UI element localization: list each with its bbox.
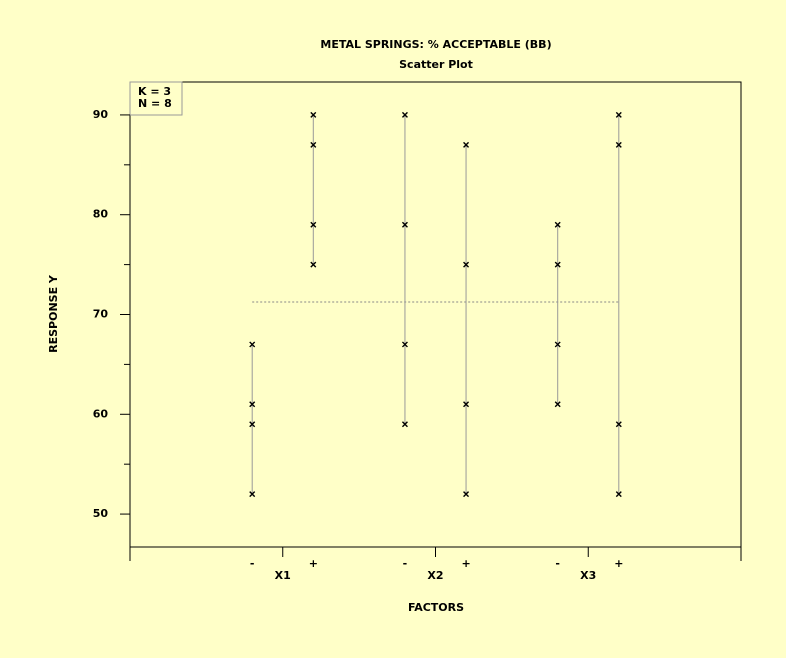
level-label: + [309, 557, 318, 570]
point [249, 401, 256, 408]
point [310, 111, 317, 118]
point [249, 341, 256, 348]
point [615, 141, 622, 148]
point [401, 111, 408, 118]
point [554, 221, 561, 228]
chart-subtitle: Scatter Plot [399, 58, 473, 71]
point [463, 141, 470, 148]
point [463, 401, 470, 408]
point [554, 341, 561, 348]
chart-title: METAL SPRINGS: % ACCEPTABLE (BB) [320, 38, 551, 51]
y-tick-label: 90 [93, 108, 109, 121]
x-tick-label: X3 [580, 569, 596, 582]
level-label: - [250, 557, 255, 570]
point [615, 491, 622, 498]
y-tick-label: 60 [93, 407, 109, 420]
point [401, 341, 408, 348]
point [401, 421, 408, 428]
point [554, 261, 561, 268]
point [615, 111, 622, 118]
y-axis-label: RESPONSE Y [47, 274, 60, 353]
point [310, 141, 317, 148]
point [310, 261, 317, 268]
point [463, 491, 470, 498]
x-tick-label: X2 [427, 569, 443, 582]
point [554, 401, 561, 408]
level-label: - [403, 557, 408, 570]
point [310, 221, 317, 228]
y-tick-label: 70 [93, 308, 109, 321]
annotation: K = 3 [138, 85, 171, 98]
level-label: + [461, 557, 470, 570]
point [249, 491, 256, 498]
point [401, 221, 408, 228]
point [249, 421, 256, 428]
level-label: + [614, 557, 623, 570]
y-tick-label: 80 [93, 208, 109, 221]
y-tick-label: 50 [93, 507, 109, 520]
x-axis-label: FACTORS [408, 601, 464, 614]
x-tick-label: X1 [275, 569, 291, 582]
level-label: - [555, 557, 560, 570]
annotation: N = 8 [138, 97, 172, 110]
point [463, 261, 470, 268]
point [615, 421, 622, 428]
info-box [129, 81, 183, 116]
